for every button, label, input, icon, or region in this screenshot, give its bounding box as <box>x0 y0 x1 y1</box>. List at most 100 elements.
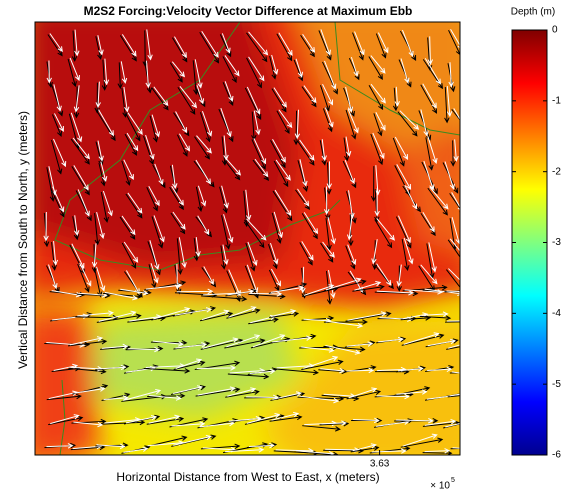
vector-arrow <box>247 241 258 266</box>
vector-arrow <box>320 85 331 112</box>
vector-arrow <box>450 448 460 450</box>
vector-arrow <box>248 317 279 325</box>
vector-arrow <box>224 159 241 181</box>
vector-arrow <box>397 215 411 244</box>
vector-arrow <box>69 336 103 346</box>
vector-arrow <box>401 29 414 57</box>
vector-arrow <box>221 215 231 250</box>
vector-arrow <box>153 86 169 107</box>
vector-arrow <box>96 211 105 239</box>
vector-arrow <box>226 158 242 176</box>
vector-arrow <box>143 135 155 166</box>
vector-arrow <box>246 86 261 115</box>
vector-arrow <box>193 238 200 262</box>
vector-arrow <box>269 414 303 422</box>
vector-arrow <box>248 56 265 82</box>
colorbar-tick-label: 0 <box>552 25 558 36</box>
vector-arrow <box>50 414 80 425</box>
vector-arrow <box>95 36 103 60</box>
vector-arrow <box>273 160 289 188</box>
vector-arrow <box>376 290 415 296</box>
vector-arrow <box>148 414 181 424</box>
vector-arrow <box>320 367 346 374</box>
vector-arrow <box>146 416 185 425</box>
vector-arrow <box>176 134 188 157</box>
vector-arrow <box>322 83 334 106</box>
vector-arrow <box>346 367 375 374</box>
vector-arrow <box>197 215 210 236</box>
vector-arrow <box>103 395 129 401</box>
vector-arrow <box>117 62 123 90</box>
vector-arrow <box>345 136 352 157</box>
vector-arrow <box>269 242 279 265</box>
vector-arrow <box>123 159 134 181</box>
vector-arrow <box>254 158 269 178</box>
vector-arrow <box>293 59 304 82</box>
vector-arrow <box>347 311 387 321</box>
vector-arrow <box>376 263 392 286</box>
vector-arrow <box>72 216 80 241</box>
vector-arrow <box>322 108 333 133</box>
vector-arrow <box>318 30 332 61</box>
vector-arrow <box>125 113 141 142</box>
vector-arrow <box>396 389 428 395</box>
vector-arrow <box>96 313 142 323</box>
vector-arrow <box>453 139 459 162</box>
vector-arrow <box>120 61 128 84</box>
vector-arrow <box>72 137 90 160</box>
vector-arrow <box>244 265 259 299</box>
vector-arrow <box>273 87 287 108</box>
vector-arrow <box>123 388 162 401</box>
vector-arrow <box>320 242 334 263</box>
vector-arrow <box>153 307 191 320</box>
vector-arrow <box>426 394 460 400</box>
vector-arrow <box>201 295 248 302</box>
vector-arrow <box>68 367 107 375</box>
vector-arrow <box>146 29 153 61</box>
vector-arrow <box>321 139 327 162</box>
vector-arrow <box>69 57 80 82</box>
vector-arrow <box>50 187 65 218</box>
vector-arrow <box>295 58 304 78</box>
vector-arrow <box>243 190 250 228</box>
vector-arrow <box>250 291 283 297</box>
vector-arrow <box>175 342 208 349</box>
vector-arrow <box>126 132 139 152</box>
vector-arrow <box>324 60 337 90</box>
vector-arrow <box>54 113 64 132</box>
vector-arrow <box>354 31 365 56</box>
vector-arrow <box>325 320 364 329</box>
vector-arrow <box>176 238 183 275</box>
plot-frame <box>34 21 461 456</box>
vector-arrow <box>372 132 385 160</box>
vector-arrow <box>174 36 187 59</box>
vector-arrow <box>175 358 203 369</box>
vector-arrow <box>123 241 139 263</box>
vector-arrow <box>251 139 266 170</box>
vector-arrow <box>172 37 188 63</box>
vector-arrow <box>98 162 106 187</box>
vector-arrow <box>444 86 450 124</box>
vector-arrow <box>127 112 143 135</box>
vector-arrow <box>228 306 257 318</box>
vector-arrow <box>249 368 276 375</box>
vector-arrow <box>371 448 407 454</box>
x-axis-label: Horizontal Distance from West to East, x… <box>116 470 379 484</box>
vector-arrow <box>100 191 109 223</box>
vector-arrow <box>47 34 63 57</box>
vector-arrow <box>174 307 212 316</box>
vector-arrow <box>53 84 62 112</box>
vector-arrow <box>299 139 315 161</box>
vector-arrow <box>102 292 143 299</box>
vector-arrow <box>394 136 409 161</box>
vector-arrow <box>272 335 312 343</box>
vector-arrow <box>450 28 460 49</box>
vector-arrow <box>197 386 236 396</box>
vector-arrow <box>451 192 460 211</box>
vector-arrow <box>171 61 186 78</box>
vector-arrow <box>424 58 441 85</box>
vector-arrow <box>221 185 229 209</box>
vector-arrow <box>52 186 65 213</box>
vector-arrow <box>151 216 164 249</box>
